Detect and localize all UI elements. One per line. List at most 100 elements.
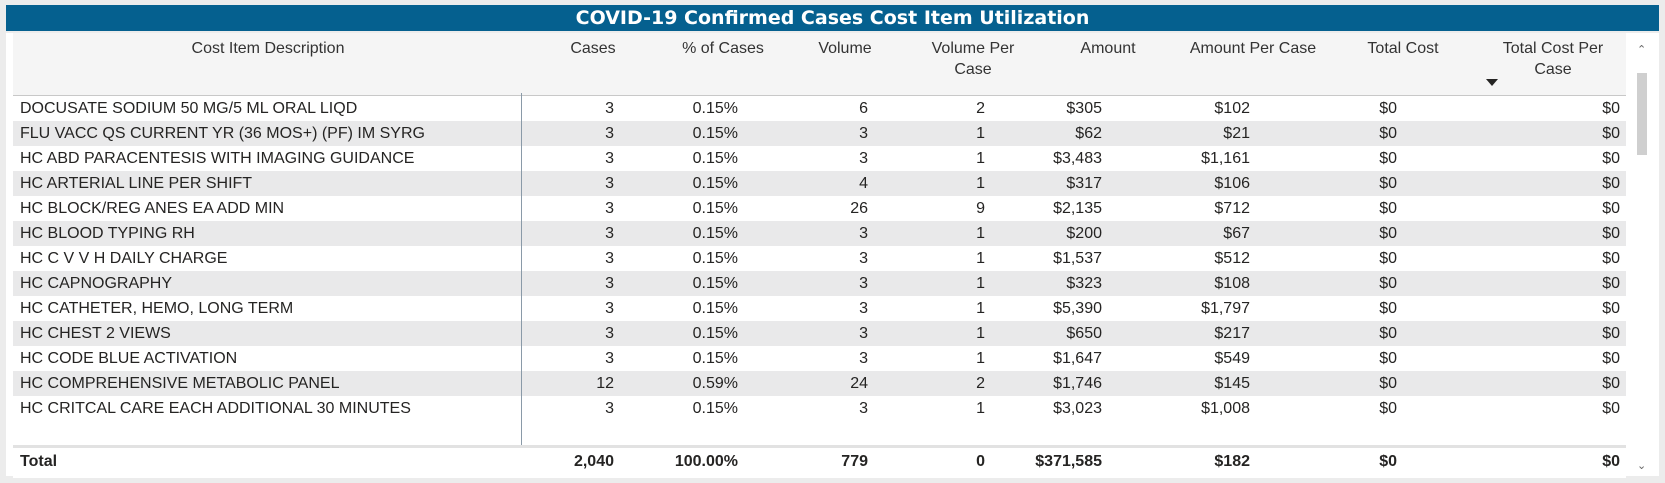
row-cases: 3	[605, 200, 614, 217]
row-volume-per-case: 2	[976, 375, 985, 392]
row-total-cost: $0	[1379, 325, 1397, 342]
row-cases: 3	[605, 175, 614, 192]
column-header-total-cost-per-case[interactable]: Total Cost Per Case	[1483, 38, 1623, 80]
table-row[interactable]: HC C V V H DAILY CHARGE 3 0.15% 3 1 $1,537 $51…	[13, 246, 1626, 271]
total-amount: $371,585	[1035, 453, 1102, 470]
row-description: HC ABD PARACENTESIS WITH IMAGING GUIDANC…	[20, 150, 415, 167]
row-volume: 3	[859, 325, 868, 342]
row-total-cost: $0	[1379, 200, 1397, 217]
row-cases: 3	[605, 150, 614, 167]
row-volume: 3	[859, 350, 868, 367]
row-volume-per-case: 1	[976, 275, 985, 292]
total-row: Total 2,040 100.00% 779 0 $371,585 $182 …	[13, 445, 1626, 478]
row-total-cost-per-case: $0	[1602, 175, 1620, 192]
table-row[interactable]: HC BLOOD TYPING RH 3 0.15% 3 1 $200 $67 $0 $0	[13, 221, 1626, 246]
table-row[interactable]: HC CATHETER, HEMO, LONG TERM 3 0.15% 3 1 $5,3…	[13, 296, 1626, 321]
column-header-volume-per-case-line1: Volume Per	[931, 40, 1015, 57]
row-total-cost: $0	[1379, 100, 1397, 117]
row-amount: $200	[1066, 225, 1102, 242]
row-pct: 0.15%	[692, 225, 738, 242]
column-header-volume-per-case[interactable]: Volume Per Case	[908, 38, 1038, 80]
row-total-cost: $0	[1379, 400, 1397, 417]
total-amount-per-case: $182	[1214, 453, 1250, 470]
table-row[interactable]: FLU VACC QS CURRENT YR (36 MOS+) (PF) IM…	[13, 121, 1626, 146]
row-cases: 3	[605, 125, 614, 142]
row-amount: $2,135	[1053, 200, 1102, 217]
row-description: HC CATHETER, HEMO, LONG TERM	[20, 300, 294, 317]
row-amount: $323	[1066, 275, 1102, 292]
row-volume: 3	[859, 275, 868, 292]
row-description: HC BLOCK/REG ANES EA ADD MIN	[20, 200, 285, 217]
column-header-amount[interactable]: Amount	[1080, 40, 1136, 57]
column-header-total-cost-per-case-line2: Case	[1534, 61, 1572, 78]
total-volume: 779	[841, 453, 868, 470]
row-total-cost: $0	[1379, 250, 1397, 267]
row-amount: $1,647	[1053, 350, 1102, 367]
row-cases: 3	[605, 275, 614, 292]
vertical-scrollbar[interactable]: ⌃ ⌄	[1634, 41, 1650, 473]
table-row[interactable]: HC CRITCAL CARE EACH ADDITIONAL 30 MINUT…	[13, 396, 1626, 421]
column-divider	[521, 93, 522, 475]
chevron-up-icon[interactable]: ⌃	[1637, 44, 1647, 56]
data-table: Cost Item Description Cases % of Cases V…	[6, 33, 1659, 478]
row-volume-per-case: 1	[976, 225, 985, 242]
row-volume: 3	[859, 300, 868, 317]
row-total-cost: $0	[1379, 350, 1397, 367]
column-header-volume[interactable]: Volume	[818, 40, 872, 57]
table-row[interactable]: HC CAPNOGRAPHY 3 0.15% 3 1 $323 $108 $0 $0	[13, 271, 1626, 296]
row-cases: 3	[605, 350, 614, 367]
row-total-cost-per-case: $0	[1602, 400, 1620, 417]
table-row[interactable]: HC ABD PARACENTESIS WITH IMAGING GUIDANC…	[13, 146, 1626, 171]
table-row[interactable]: DOCUSATE SODIUM 50 MG/5 ML ORAL LIQD 3 0.1…	[13, 96, 1626, 121]
table-row[interactable]: HC ARTERIAL LINE PER SHIFT 3 0.15% 4 1 $317 $1…	[13, 171, 1626, 196]
row-amount-per-case: $512	[1214, 250, 1250, 267]
table-row[interactable]: HC CHEST 2 VIEWS 3 0.15% 3 1 $650 $217 $0 $0	[13, 321, 1626, 346]
row-amount-per-case: $106	[1214, 175, 1250, 192]
scroll-thumb[interactable]	[1637, 73, 1647, 155]
row-volume-per-case: 1	[976, 250, 985, 267]
table-row[interactable]: HC BLOCK/REG ANES EA ADD MIN 3 0.15% 26 9 $2,…	[13, 196, 1626, 221]
row-volume-per-case: 9	[976, 200, 985, 217]
row-cases: 3	[605, 100, 614, 117]
row-amount: $62	[1075, 125, 1102, 142]
row-total-cost-per-case: $0	[1602, 100, 1620, 117]
row-cases: 3	[605, 225, 614, 242]
column-header-amount-per-case[interactable]: Amount Per Case	[1189, 40, 1317, 57]
row-amount-per-case: $145	[1214, 375, 1250, 392]
row-volume-per-case: 1	[976, 175, 985, 192]
row-description: HC C V V H DAILY CHARGE	[20, 250, 228, 267]
row-total-cost-per-case: $0	[1602, 250, 1620, 267]
row-amount: $1,537	[1053, 250, 1102, 267]
column-header-description[interactable]: Cost Item Description	[191, 40, 345, 57]
column-header-pct-cases[interactable]: % of Cases	[682, 40, 764, 57]
table-row[interactable]: HC COMPREHENSIVE METABOLIC PANEL 12 0.59% 2…	[13, 371, 1626, 396]
row-pct: 0.15%	[692, 300, 738, 317]
report-title: COVID-19 Confirmed Cases Cost Item Utili…	[6, 5, 1659, 31]
row-total-cost-per-case: $0	[1602, 200, 1620, 217]
row-volume-per-case: 1	[976, 350, 985, 367]
row-pct: 0.15%	[692, 400, 738, 417]
total-label: Total	[20, 453, 58, 470]
row-description: HC CODE BLUE ACTIVATION	[20, 350, 238, 367]
row-total-cost: $0	[1379, 275, 1397, 292]
row-amount-per-case: $1,797	[1201, 300, 1250, 317]
table-row[interactable]: HC CODE BLUE ACTIVATION 3 0.15% 3 1 $1,647 $54…	[13, 346, 1626, 371]
row-pct: 0.15%	[692, 150, 738, 167]
row-amount-per-case: $712	[1214, 200, 1250, 217]
row-pct: 0.15%	[692, 250, 738, 267]
row-description: HC ARTERIAL LINE PER SHIFT	[20, 175, 253, 192]
row-cases: 3	[605, 300, 614, 317]
column-header-total-cost[interactable]: Total Cost	[1367, 40, 1439, 57]
total-total-cost: $0	[1379, 453, 1397, 470]
row-amount-per-case: $67	[1223, 225, 1250, 242]
chevron-down-icon[interactable]: ⌄	[1637, 460, 1647, 472]
row-volume: 3	[859, 400, 868, 417]
total-cases: 2,040	[573, 453, 614, 470]
row-pct: 0.59%	[692, 375, 738, 392]
row-total-cost: $0	[1379, 225, 1397, 242]
row-volume-per-case: 1	[976, 400, 985, 417]
sort-desc-icon[interactable]	[1486, 79, 1498, 86]
row-pct: 0.15%	[692, 125, 738, 142]
column-header-cases[interactable]: Cases	[570, 40, 616, 57]
